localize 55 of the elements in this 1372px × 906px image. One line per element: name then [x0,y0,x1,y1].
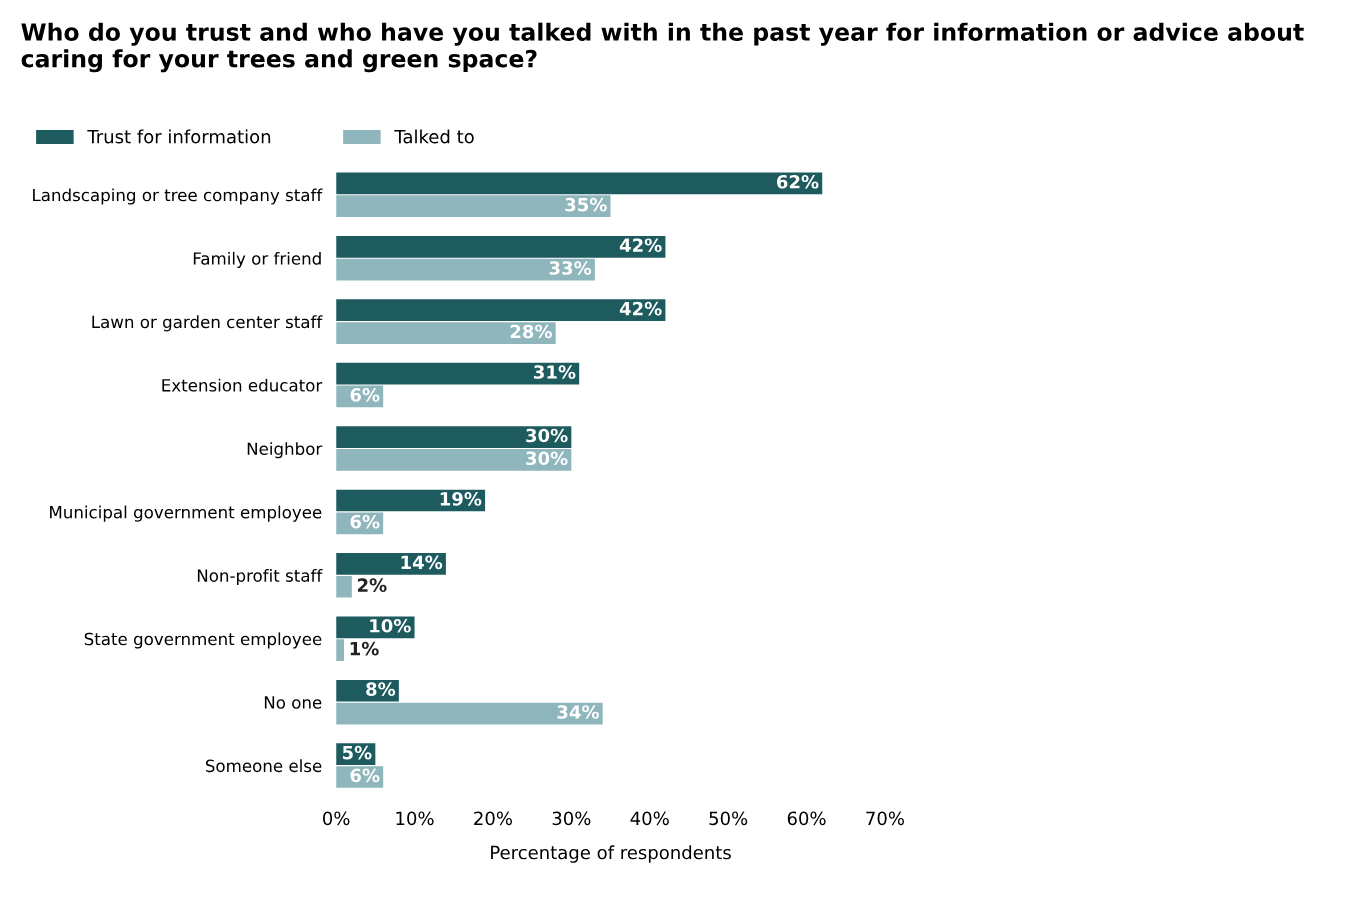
data-label: 1% [350,641,379,656]
data-label: 35% [565,197,607,212]
x-tick-label: 0% [323,811,350,826]
data-label: 2% [357,578,387,592]
data-label: 6% [350,514,380,529]
y-tick-label: Neighbor [247,442,323,459]
y-tick-label: No one [264,696,322,709]
x-axis-title: Percentage of respondents [491,845,731,863]
y-tick-label: Non-profit staff [197,568,323,586]
bar [336,195,611,218]
bar [336,449,572,471]
bar [336,258,595,281]
x-tick-label: 50% [709,811,748,826]
data-label: 14% [401,555,443,570]
bar [336,553,446,575]
bar [336,362,580,385]
bar [336,426,572,448]
data-label: 28% [510,324,552,339]
bar [336,235,666,258]
data-label: 6% [350,388,380,402]
x-tick-label: 10% [396,811,434,826]
data-label: 30% [526,428,568,443]
x-tick-label: 20% [474,811,513,826]
data-label: 6% [350,768,380,783]
bar [336,702,603,725]
data-label: 31% [534,365,576,379]
x-tick-label: 60% [787,811,826,826]
data-label: 19% [440,492,482,506]
y-tick-label: Municipal government employee [50,505,322,522]
y-tick-label: Family or friend [193,251,321,269]
data-label: 62% [776,174,819,189]
x-tick-label: 70% [866,811,905,826]
bar [336,575,352,598]
data-label: 8% [366,682,396,696]
y-tick-label: Lawn or garden center staff [92,315,323,332]
legend-label: Talked to [394,129,474,144]
bar [336,639,344,661]
y-tick-label: Landscaping or tree company staff [33,188,323,205]
legend-label: Trust for information [87,129,271,144]
data-label: 30% [526,451,568,466]
y-tick-label: State government employee [84,632,322,649]
x-tick-label: 30% [552,811,591,826]
bar [336,299,666,322]
data-label: 33% [549,261,592,275]
y-tick-label: Someone else [205,759,322,773]
data-label: 34% [557,705,599,719]
data-label: 5% [342,745,372,760]
y-tick-label: Extension educator [162,378,323,392]
bar [336,172,823,195]
bar [336,322,556,344]
data-label: 42% [619,301,662,316]
chart-title: Who do you trust and who have you talked with in the past year for information or advice about caring for your trees and green space? [21,22,1304,73]
x-tick-label: 40% [630,811,669,826]
data-label: 42% [619,238,662,253]
data-label: 10% [370,618,411,633]
